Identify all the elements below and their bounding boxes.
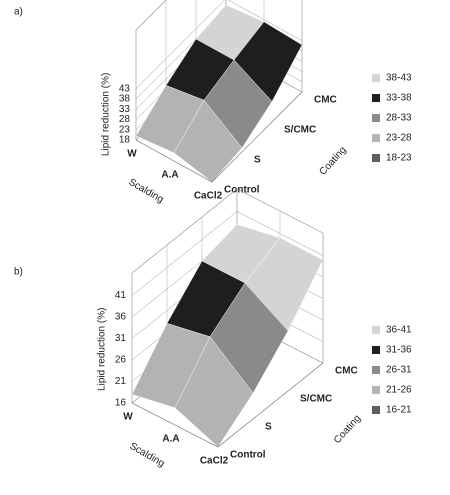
z-axis-label: Lipid reduction (%) [101, 73, 112, 156]
grid-line [131, 211, 324, 296]
y-tick-label: S/CMC [284, 125, 316, 136]
legend-swatch [372, 346, 380, 354]
legend-swatch [372, 366, 380, 374]
y-axis-label: Coating [332, 413, 363, 446]
x-tick-label: W [127, 149, 137, 160]
panel-label: a) [14, 7, 23, 18]
z-tick-label: 31 [115, 333, 127, 344]
surface-chart: b) 16 21 26 31 36 41 Lipid reduction (%) W A.A CaC… [14, 188, 412, 470]
x-axis-label: Scalding [127, 177, 166, 206]
z-tick-label: 41 [115, 290, 127, 301]
x-tick-label: A.A [162, 434, 179, 445]
x-tick-label: W [123, 412, 133, 423]
surface-cell [173, 99, 243, 183]
z-tick-label: 26 [115, 355, 127, 366]
legend-swatch [372, 406, 380, 414]
z-tick-label: 36 [115, 312, 127, 323]
legend-label: 36-41 [386, 325, 412, 336]
x-tick-label: CaCl2 [194, 191, 223, 202]
z-tick-label: 43 [119, 83, 131, 94]
panel-label: b) [14, 267, 23, 278]
z-tick-label: 21 [115, 376, 127, 387]
z-tick-label: 16 [115, 398, 127, 409]
legend-swatch [372, 74, 380, 82]
y-tick-label: S/CMC [300, 394, 332, 405]
y-tick-label: S [265, 422, 272, 433]
x-axis-label: Scalding [128, 441, 167, 470]
legend-swatch [372, 94, 380, 102]
legend-label: 28-33 [386, 113, 412, 124]
z-tick-label: 18 [119, 135, 131, 146]
legend-label: 23-28 [386, 133, 412, 144]
legend-label: 18-23 [386, 153, 412, 164]
legend-label: 21-26 [386, 385, 412, 396]
y-axis-label: Coating [317, 145, 348, 178]
y-tick-label: S [254, 155, 261, 166]
legend-swatch [372, 326, 380, 334]
y-tick-label: CMC [314, 95, 337, 106]
legend-swatch [372, 134, 380, 142]
base-edge [135, 91, 303, 183]
z-tick-label: 23 [119, 124, 131, 135]
legend-swatch [372, 154, 380, 162]
x-tick-label: CaCl2 [200, 456, 229, 467]
y-tick-label: Control [224, 185, 260, 196]
z-tick-label: 28 [119, 114, 131, 125]
legend-swatch [372, 386, 380, 394]
y-tick-label: CMC [335, 366, 358, 377]
base-edge [131, 362, 324, 448]
z-tick-label: 38 [119, 94, 131, 105]
legend-label: 33-38 [386, 93, 412, 104]
z-axis-label: Lipid reduction (%) [97, 308, 108, 391]
y-tick-label: Control [230, 450, 266, 461]
legend-label: 38-43 [386, 73, 412, 84]
legend-label: 31-36 [386, 345, 412, 356]
grid-line [135, 0, 303, 89]
z-tick-label: 33 [119, 104, 131, 115]
surface-cell [174, 336, 254, 448]
legend-swatch [372, 114, 380, 122]
legend-label: 16-21 [386, 405, 412, 416]
legend-label: 26-31 [386, 365, 412, 376]
x-tick-label: A.A [161, 170, 178, 181]
